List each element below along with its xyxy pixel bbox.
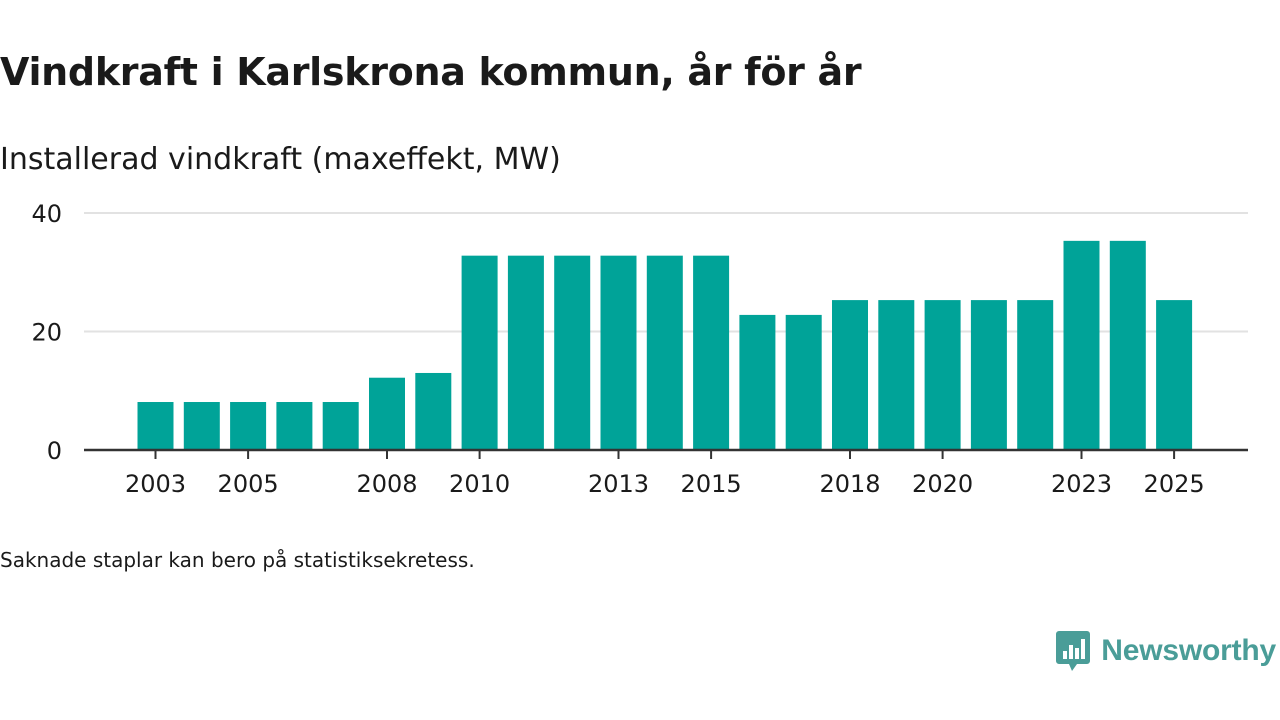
x-tick-label: 2015 <box>681 470 742 498</box>
bar-2023[interactable] <box>1063 240 1100 450</box>
footnote: Saknade staplar kan bero på statistiksek… <box>0 548 475 572</box>
y-tick-label: 20 <box>31 319 62 347</box>
x-tick-label: 2025 <box>1144 470 1205 498</box>
bar-2010[interactable] <box>461 255 498 450</box>
x-tick-label: 2023 <box>1051 470 1112 498</box>
y-tick-label: 0 <box>47 437 62 465</box>
x-tick-label: 2010 <box>449 470 510 498</box>
bar-2016[interactable] <box>739 314 776 450</box>
brand-logo[interactable]: Newsworthy <box>1055 628 1276 674</box>
bar-2003[interactable] <box>137 402 174 450</box>
chart-title: Vindkraft i Karlskrona kommun, år för år <box>0 50 862 94</box>
bar-2014[interactable] <box>646 255 683 450</box>
bar-2005[interactable] <box>230 402 267 450</box>
newsworthy-logo-icon <box>1056 631 1091 671</box>
x-tick-label: 2018 <box>819 470 880 498</box>
bar-2015[interactable] <box>693 255 730 450</box>
bars <box>137 240 1193 450</box>
bar-2025[interactable] <box>1156 300 1193 450</box>
chart-subtitle: Installerad vindkraft (maxeffekt, MW) <box>0 142 561 177</box>
bar-2012[interactable] <box>554 255 591 450</box>
x-tick-label: 2008 <box>356 470 417 498</box>
bar-2022[interactable] <box>1017 300 1054 450</box>
bar-2008[interactable] <box>369 377 405 450</box>
brand-name: Newsworthy <box>1101 634 1276 667</box>
bar-2007[interactable] <box>322 402 359 450</box>
bar-2024[interactable] <box>1109 240 1146 450</box>
bar-2019[interactable] <box>878 300 915 450</box>
x-tick-label: 2003 <box>125 470 186 498</box>
bar-2009[interactable] <box>415 372 452 450</box>
x-tick-label: 2020 <box>912 470 973 498</box>
y-tick-label: 40 <box>31 200 62 228</box>
bar-2013[interactable] <box>600 255 637 450</box>
bar-2020[interactable] <box>924 300 961 450</box>
bar-2006[interactable] <box>276 402 313 450</box>
bar-2017[interactable] <box>785 314 822 450</box>
bar-2018[interactable] <box>832 300 868 450</box>
x-tick-label: 2013 <box>588 470 649 498</box>
bar-2021[interactable] <box>970 300 1007 450</box>
x-tick-label: 2005 <box>218 470 279 498</box>
bar-2011[interactable] <box>507 255 544 450</box>
bar-2004[interactable] <box>183 402 220 450</box>
axes: 0 20 40 2003 2005 2008 2010 2013 2015 2018 2020 202… <box>31 200 1248 498</box>
